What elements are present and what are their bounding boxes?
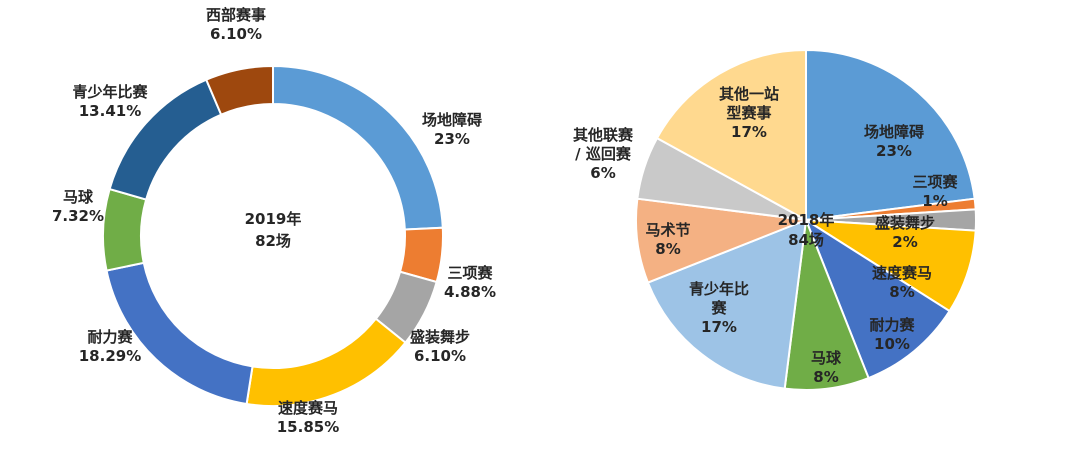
- pie-label-7: 马术节 8%: [645, 221, 690, 258]
- donut-slice-7: [204, 64, 274, 116]
- pie-chart-2018: 场地障碍 23% 三项赛 1% 盛装舞步 2% 速度赛马 8% 耐力赛 10% 马球 8% 青少年比赛 1…: [573, 48, 978, 391]
- pie-label-0: 场地障碍 23%: [864, 123, 924, 160]
- pie-label-2: 盛装舞步 2%: [875, 214, 935, 251]
- donut-slice-3: [245, 317, 407, 407]
- donut-label-0: 场地障碍 23%: [422, 111, 482, 148]
- pie-slice-9: [655, 48, 807, 222]
- donut-chart-2019: 场地障碍 23% 三项赛 4.88% 盛装舞步 6.10% 速度赛马 15.85% 耐力赛 18.…: [52, 6, 496, 436]
- pie-center-count: 84场: [788, 231, 824, 249]
- pie-label-8: 其他联赛/ 巡回赛 6%: [573, 126, 634, 182]
- donut-slice-5: [102, 187, 148, 272]
- donut-label-4: 耐力赛 18.29%: [79, 328, 141, 365]
- pie-label-4: 耐力赛 10%: [869, 316, 915, 353]
- pie-label-6: 青少年比赛 17%: [689, 280, 749, 336]
- donut-label-7: 西部赛事 6.10%: [206, 6, 266, 43]
- donut-label-3: 速度赛马 15.85%: [277, 399, 339, 436]
- donut-label-5: 马球 7.32%: [52, 188, 104, 225]
- donut-label-1: 三项赛 4.88%: [444, 264, 496, 301]
- pie-label-9: 其他一站型赛事 17%: [719, 85, 779, 141]
- pie-slice-6: [646, 218, 808, 390]
- pie-label-3: 速度赛马 8%: [872, 264, 932, 301]
- pie-slice-4: [803, 217, 951, 380]
- donut-center-year: 2019年: [245, 210, 302, 228]
- donut-center-count: 82场: [255, 232, 291, 250]
- pie-slice-0: [805, 48, 976, 222]
- pie-label-5: 马球 8%: [811, 349, 842, 386]
- donut-label-6: 青少年比赛 13.41%: [72, 83, 148, 120]
- donut-label-2: 盛装舞步 6.10%: [410, 328, 470, 365]
- donut-slice-0: [272, 64, 444, 231]
- pie-center-year: 2018年: [778, 211, 835, 229]
- pie-label-1: 三项赛 1%: [912, 173, 958, 210]
